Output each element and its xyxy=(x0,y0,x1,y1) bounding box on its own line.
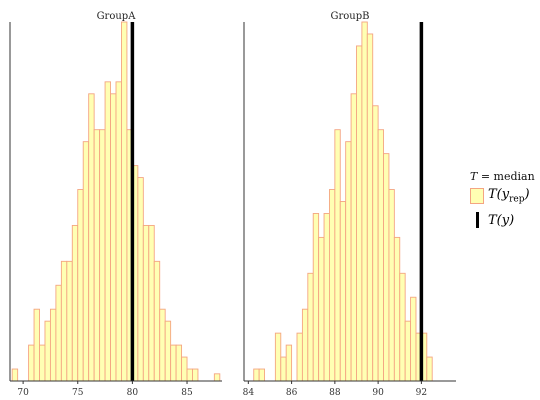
histogram-bar-groupa xyxy=(164,320,172,382)
histogram-bar-groupb xyxy=(258,368,266,382)
legend-swatch-observed xyxy=(476,212,479,228)
x-tick-label-groupb: 86 xyxy=(286,388,298,398)
histogram-bar-groupb xyxy=(323,213,330,382)
histogram-bar-groupa xyxy=(121,21,128,382)
histogram-bar-groupb xyxy=(377,129,384,382)
histogram-bar-groupa xyxy=(71,224,79,382)
legend-title: T = median xyxy=(470,170,535,183)
histogram-bar-groupa xyxy=(186,368,193,382)
panel-title-groupb: GroupB xyxy=(331,11,370,22)
histogram-bar-groupa xyxy=(93,129,101,382)
histogram-bar-groupb xyxy=(334,129,341,382)
histogram-bar-groupa xyxy=(55,284,62,382)
histogram-bar-groupa xyxy=(192,368,199,382)
histogram-bar-groupa xyxy=(175,344,183,382)
histogram-bar-groupa xyxy=(115,81,122,382)
histogram-bar-groupb xyxy=(366,33,374,382)
panel-title-groupa: GroupA xyxy=(97,11,137,22)
x-tick-label-groupa: 85 xyxy=(181,388,193,398)
histogram-bar-groupa xyxy=(104,81,111,382)
histogram-bar-groupa xyxy=(148,224,155,382)
histogram-bar-groupb xyxy=(253,368,260,382)
histogram-bar-groupa xyxy=(82,141,90,382)
legend-swatch-rep xyxy=(470,188,484,204)
histogram-bar-groupb xyxy=(361,21,368,382)
histogram-bar-groupa xyxy=(137,177,144,382)
x-tick-label-groupb: 84 xyxy=(243,388,255,398)
histogram-bar-groupb xyxy=(307,272,314,382)
histogram-bar-groupb xyxy=(328,189,336,382)
x-tick-label-groupb: 92 xyxy=(416,388,427,398)
histogram-bar-groupb xyxy=(318,236,325,382)
histogram-bar-groupb xyxy=(296,332,303,382)
histogram-bar-groupa xyxy=(153,260,161,382)
histogram-bar-groupa xyxy=(39,344,46,382)
histogram-bar-groupa xyxy=(11,368,19,382)
histogram-bar-groupa xyxy=(88,93,95,382)
legend-label-observed: T(y) xyxy=(488,212,515,228)
x-tick-label-groupb: 90 xyxy=(372,388,384,398)
histogram-bar-groupa xyxy=(77,189,84,382)
histogram-bar-groupb xyxy=(383,153,390,382)
histogram-bar-groupa xyxy=(213,373,221,382)
histogram-bar-groupb xyxy=(410,296,417,382)
histogram-bar-groupb xyxy=(399,272,406,382)
x-tick-label-groupb: 88 xyxy=(329,388,341,398)
histogram-bar-groupa xyxy=(170,344,177,382)
x-tick-label-groupa: 80 xyxy=(127,388,139,398)
histogram-bar-groupb xyxy=(393,236,401,382)
histogram-bar-groupa xyxy=(60,260,68,382)
histogram-bar-groupb xyxy=(372,105,379,382)
histogram-bar-groupb xyxy=(274,332,282,382)
histogram-bar-groupa xyxy=(66,260,73,382)
legend: T = median T(yrep) T(y) xyxy=(470,170,538,231)
x-tick-label-groupa: 75 xyxy=(72,388,84,398)
legend-item-rep: T(yrep) xyxy=(470,185,538,207)
histogram-bar-groupb xyxy=(285,344,293,382)
legend-item-obs: T(y) xyxy=(470,209,538,231)
histogram-bar-groupb xyxy=(356,45,363,382)
legend-label-rep: T(yrep) xyxy=(488,187,530,205)
histogram-bar-groupb xyxy=(388,189,395,382)
histogram-bar-groupa xyxy=(159,308,166,382)
x-tick-label-groupa: 70 xyxy=(17,388,29,398)
histogram-bar-groupb xyxy=(350,93,357,382)
histogram-bar-groupb xyxy=(345,141,352,382)
histogram-bar-groupa xyxy=(49,308,57,382)
histogram-bar-groupa xyxy=(99,129,106,382)
histogram-bar-groupa xyxy=(28,344,35,382)
histogram-bar-groupa xyxy=(33,308,40,382)
histogram-bar-groupa xyxy=(110,93,117,382)
histogram-bar-groupb xyxy=(312,213,320,382)
histogram-bar-groupb xyxy=(301,308,309,382)
histogram-bar-groupb xyxy=(280,356,287,382)
histogram-bar-groupa xyxy=(181,356,188,382)
histogram-bar-groupb xyxy=(426,356,433,382)
histogram-bar-groupa xyxy=(44,320,51,382)
histogram-bar-groupb xyxy=(404,320,412,382)
histogram-bar-groupb xyxy=(339,201,347,382)
histogram-bar-groupa xyxy=(142,224,150,382)
